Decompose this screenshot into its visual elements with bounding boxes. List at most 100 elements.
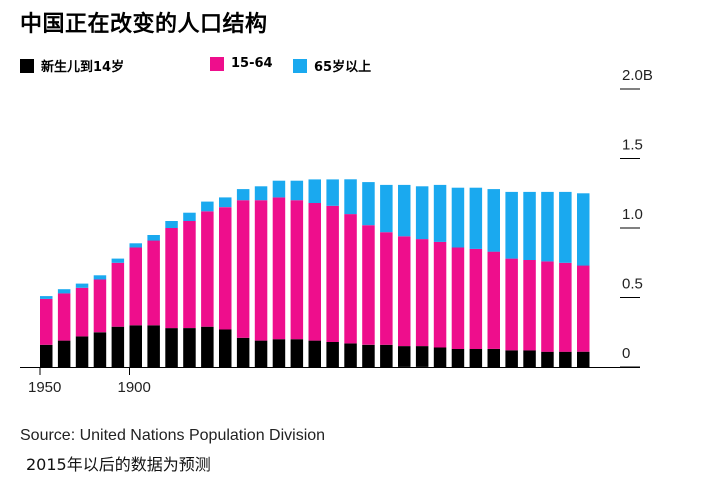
legend-item-elderly: 65岁以上 [293,56,371,75]
bar-elderly-24 [469,187,483,249]
bar-children-7 [165,328,178,367]
bar-children-6 [147,325,160,367]
bar-elderly-21 [415,186,429,240]
bar-working-0 [40,298,53,345]
bar-elderly-12 [254,186,268,201]
bar-elderly-1 [57,289,71,294]
bar-working-3 [93,279,107,333]
bar-working-29 [559,262,572,352]
bar-elderly-11 [236,189,250,201]
bar-elderly-20 [398,184,411,237]
projection-note: 2015年以后的数据为预测 [26,455,211,474]
bar-working-20 [398,236,411,347]
legend-swatch-elderly [293,58,307,73]
bar-children-24 [469,348,483,367]
legend-item-working: 15-64 [210,56,273,71]
bar-working-5 [129,247,142,326]
bar-children-23 [451,348,465,367]
bar-children-28 [541,351,554,367]
legend-swatch-children [20,58,34,73]
bar-children-19 [380,344,393,367]
bar-elderly-17 [344,179,357,215]
bar-working-8 [183,221,196,328]
bar-elderly-27 [523,191,536,260]
bar-elderly-9 [201,201,214,212]
bar-children-1 [57,340,71,367]
bar-elderly-26 [505,191,518,259]
bar-elderly-8 [183,212,196,221]
bar-working-22 [433,241,447,348]
bar-working-7 [165,228,178,329]
bar-children-14 [290,339,304,367]
bar-working-19 [380,232,393,345]
bar-working-13 [272,197,286,340]
bar-working-17 [344,214,357,344]
bar-elderly-13 [272,180,286,198]
bar-working-2 [75,287,89,337]
bar-elderly-18 [362,182,375,226]
bar-elderly-6 [147,235,160,241]
bar-working-4 [111,262,125,327]
legend-label-children: 新生儿到14岁 [41,60,125,75]
bar-elderly-0 [40,296,53,299]
bar-children-8 [183,328,196,367]
bar-working-6 [147,240,160,326]
bar-working-26 [505,258,518,351]
bar-children-15 [308,340,321,367]
y-tick-label-2: 1.0 [622,206,643,223]
bar-children-22 [433,347,447,367]
bar-children-12 [254,340,268,367]
bar-elderly-16 [326,179,339,206]
bar-working-28 [541,261,554,352]
bar-working-14 [290,200,304,340]
bar-working-23 [451,247,465,349]
bar-elderly-4 [111,258,125,263]
bar-children-29 [559,351,572,367]
legend: 新生儿到14岁 15-64 65岁以上 [0,56,701,75]
y-tick-label-1: 0.5 [622,276,643,293]
bar-elderly-23 [451,187,465,248]
bar-working-25 [487,251,500,349]
bar-children-11 [236,337,250,367]
bar-elderly-2 [75,283,89,288]
bar-children-0 [40,344,53,367]
bar-working-11 [236,200,250,338]
bar-elderly-29 [559,191,572,263]
bar-working-30 [577,265,590,352]
bar-elderly-10 [219,197,232,208]
bar-children-30 [577,351,590,367]
bar-elderly-25 [487,189,500,252]
bar-children-16 [326,342,339,367]
bar-elderly-28 [541,191,554,262]
bar-working-12 [254,200,268,341]
bar-elderly-14 [290,180,304,201]
bar-working-15 [308,203,321,341]
bar-children-13 [272,339,286,367]
chart-title: 中国正在改变的人口结构 [20,12,268,37]
x-tick-label-1: 1900 [118,379,151,396]
bar-elderly-5 [129,243,142,248]
bar-children-25 [487,348,500,367]
source-note: Source: United Nations Population Divisi… [20,427,326,444]
bar-children-18 [362,344,375,367]
bar-elderly-15 [308,179,321,203]
bar-children-4 [111,326,125,367]
legend-label-elderly: 65岁以上 [314,60,372,75]
legend-label-working: 15-64 [231,56,273,71]
legend-swatch-working [210,56,224,71]
bar-children-3 [93,332,107,368]
y-tick-label-0: 0 [622,345,630,362]
bar-children-9 [201,326,214,367]
bar-children-21 [415,346,429,367]
x-tick-label-0: 1950 [28,379,61,396]
bar-children-2 [75,336,89,367]
bar-children-17 [344,343,357,367]
bar-working-9 [201,211,214,327]
bar-elderly-30 [577,193,590,266]
bar-children-10 [219,329,232,367]
legend-item-children: 新生儿到14岁 [20,56,124,75]
bar-working-10 [219,207,232,330]
bar-working-18 [362,225,375,345]
bar-working-24 [469,248,483,349]
